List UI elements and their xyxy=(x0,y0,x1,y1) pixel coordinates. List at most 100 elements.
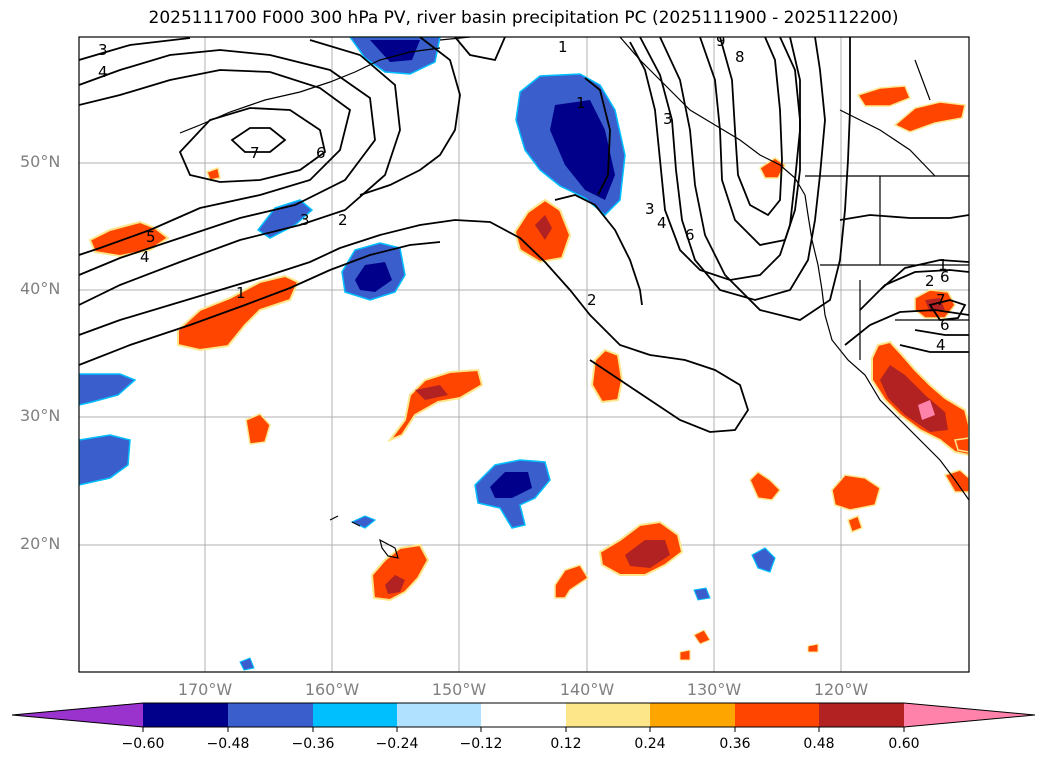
contour-label: 7 xyxy=(250,144,260,162)
map-frame xyxy=(78,36,970,673)
colorbar-bin xyxy=(313,703,397,727)
contour-label: 7 xyxy=(936,291,946,309)
contour-label: 1 xyxy=(558,38,568,56)
lon-label-170w: 170°W xyxy=(177,680,233,699)
contour-low-3 xyxy=(879,259,969,291)
contour-label: 2 xyxy=(587,291,597,309)
neg-blob-tiny-1 xyxy=(693,587,711,601)
colorbar-bin xyxy=(566,703,650,727)
pos-blob-tiny-1 xyxy=(693,629,711,645)
neg-blob-midlat-1 xyxy=(256,199,314,239)
contour-label: 3 xyxy=(645,200,655,218)
colorbar-tick-label: 0.12 xyxy=(550,736,582,752)
colorbar-tick-label: −0.48 xyxy=(206,736,250,752)
colorbar-tick-label: 0.48 xyxy=(803,736,835,752)
pos-blob-mexico xyxy=(954,437,969,453)
contour-label: 3 xyxy=(663,110,673,128)
pos-blob-tiny-2 xyxy=(679,649,691,661)
colorbar-bin xyxy=(650,703,735,727)
colorbar-bin xyxy=(228,703,313,727)
contour-7 xyxy=(230,127,287,153)
contour-2a xyxy=(79,219,749,433)
contour-trough-4 xyxy=(639,37,826,301)
colorbar-bin xyxy=(735,703,819,727)
contour-low-1 xyxy=(844,309,969,346)
lon-label-140w: 140°W xyxy=(559,680,615,699)
contour-label: 9 xyxy=(716,32,726,50)
colorbar-tick-label: −0.36 xyxy=(291,736,335,752)
contour-4a xyxy=(79,49,376,276)
pos-blob-central-core xyxy=(415,385,448,400)
colorbar xyxy=(11,702,1036,732)
map-title: 2025111700 F000 300 hPa PV, river basin … xyxy=(148,8,899,28)
pos-blob-tiny-3 xyxy=(807,643,819,653)
neg-blob-east-small xyxy=(751,547,776,573)
lon-label-150w: 150°W xyxy=(431,680,487,699)
contour-low-4 xyxy=(899,344,969,353)
pos-blob-canada-1 xyxy=(856,85,911,107)
contour-label: 6 xyxy=(940,268,950,286)
contour-label: 4 xyxy=(98,63,108,81)
lat-label-40n: 40°N xyxy=(20,279,61,298)
colorbar-tick-label: −0.60 xyxy=(121,736,165,752)
neg-blob-gulf-alaska-core xyxy=(550,100,615,200)
contour-label: 2 xyxy=(338,211,348,229)
contour-low-outer xyxy=(839,214,969,221)
pos-blob-tropic-1-core xyxy=(625,540,670,568)
pos-blob-east-2 xyxy=(831,474,881,511)
neg-blob-midlat-2-core xyxy=(355,262,392,292)
contour-2-gulf xyxy=(554,194,643,306)
colorbar-tick-label: −0.24 xyxy=(375,736,419,752)
neg-blob-west-edge-2 xyxy=(79,434,131,486)
colorbar-over-arrow xyxy=(904,703,1035,727)
colorbar-tick-label: 0.36 xyxy=(719,736,751,752)
neg-blob-tiny-2 xyxy=(239,657,255,671)
pos-blob-east-1 xyxy=(749,471,782,501)
contour-trough-1 xyxy=(584,77,611,196)
contour-5a xyxy=(79,69,352,256)
pos-blob-canada-2 xyxy=(893,101,966,133)
colorbar-tick-label: 0.24 xyxy=(634,736,666,752)
colorbar-bin xyxy=(143,703,228,727)
contour-1-gulf xyxy=(454,37,506,62)
colorbar-bin xyxy=(481,703,566,727)
lat-label-50n: 50°N xyxy=(20,152,61,171)
contour-label: 4 xyxy=(657,214,667,232)
pos-blob-california-peak xyxy=(918,400,935,420)
contour-label: 4 xyxy=(140,248,150,266)
pos-blob-gulf-core xyxy=(535,215,552,240)
neg-blob-hawaii xyxy=(350,515,377,529)
neg-blob-west-edge-1 xyxy=(79,373,137,406)
negative-precip-areas xyxy=(79,37,776,671)
contour-trough-8 xyxy=(699,37,801,246)
colorbar-tick-label: −0.12 xyxy=(459,736,503,752)
colorbar-tick-marks xyxy=(142,727,905,732)
contour-labels: 3 4 7 6 5 4 3 2 1 1 2 3 4 6 8 9 1 3 6 4 … xyxy=(98,32,950,354)
pv-contours xyxy=(79,37,969,433)
neg-blob-core-north xyxy=(370,40,420,62)
contour-trough-9 xyxy=(719,37,783,217)
pos-blob-offshore xyxy=(590,348,624,404)
contour-label: 4 xyxy=(936,336,946,354)
pos-blob-east-3 xyxy=(847,515,863,533)
contour-1-north xyxy=(359,37,461,196)
contour-label: 6 xyxy=(316,144,326,162)
contour-low-2 xyxy=(859,269,969,311)
lon-label-120w: 120°W xyxy=(813,680,869,699)
contour-label: 6 xyxy=(685,226,695,244)
pos-blob-midlat xyxy=(177,274,300,352)
us-state-lines xyxy=(820,176,969,360)
contour-label: 5 xyxy=(146,228,156,246)
graticule xyxy=(79,37,969,672)
contour-label: 1 xyxy=(938,256,948,274)
contour-label: 3 xyxy=(300,211,310,229)
contour-low-7 xyxy=(928,299,967,321)
pos-blob-small-2 xyxy=(245,413,271,445)
contour-6 xyxy=(178,107,327,183)
contour-label: 2 xyxy=(925,272,935,290)
colorbar-tick-label: 0.60 xyxy=(888,736,920,752)
contour-label: 1 xyxy=(236,284,246,302)
contour-label: 8 xyxy=(735,48,745,66)
pos-blob-hawaii-core xyxy=(385,575,405,594)
